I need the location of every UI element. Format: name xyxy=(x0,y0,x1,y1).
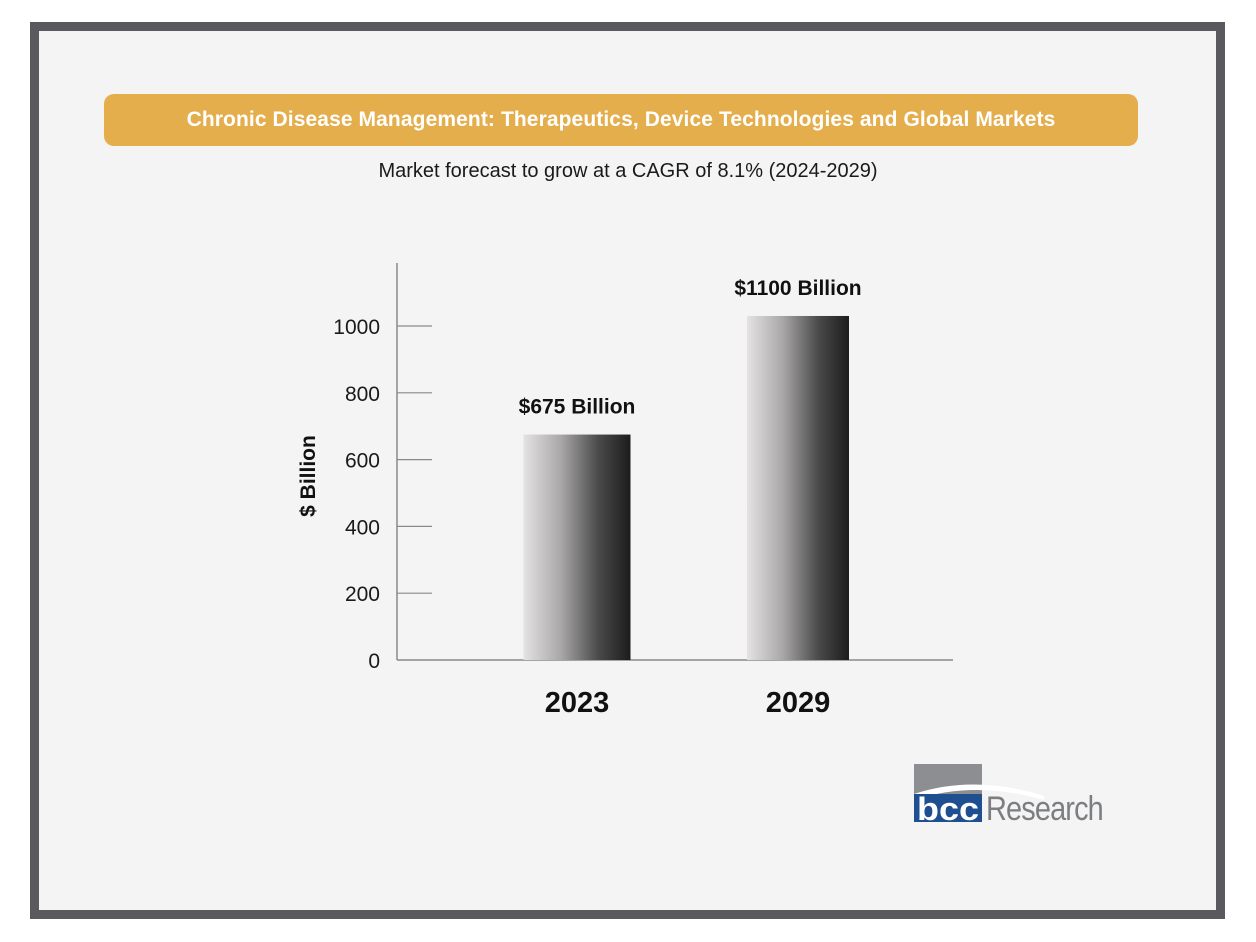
y-tick-label: 0 xyxy=(368,650,380,673)
logo-brand-mark: bcc xyxy=(917,791,979,827)
y-tick-label: 200 xyxy=(345,583,380,606)
y-tick-label: 600 xyxy=(345,450,380,473)
bar-2023 xyxy=(523,434,631,660)
data-label-2023: $675 Billion xyxy=(519,396,636,419)
logo-brand-text: Research xyxy=(986,790,1104,828)
chart-subtitle: Market forecast to grow at a CAGR of 8.1… xyxy=(378,160,878,182)
data-label-2029: $1100 Billion xyxy=(734,277,861,300)
bar-2029 xyxy=(747,315,849,660)
y-tick-label: 800 xyxy=(345,383,380,406)
bcc-research-logo: bcc xyxy=(914,764,1114,828)
y-axis-title: $ Billion xyxy=(297,435,320,517)
bcc-logo-mark: bcc xyxy=(914,764,1044,827)
chart-title: Chronic Disease Management: Therapeutics… xyxy=(104,94,1138,146)
y-tick-label: 1000 xyxy=(333,316,380,339)
y-tick-label: 400 xyxy=(345,516,380,539)
category-label-2023: 2023 xyxy=(545,687,610,719)
category-label-2029: 2029 xyxy=(766,687,831,719)
